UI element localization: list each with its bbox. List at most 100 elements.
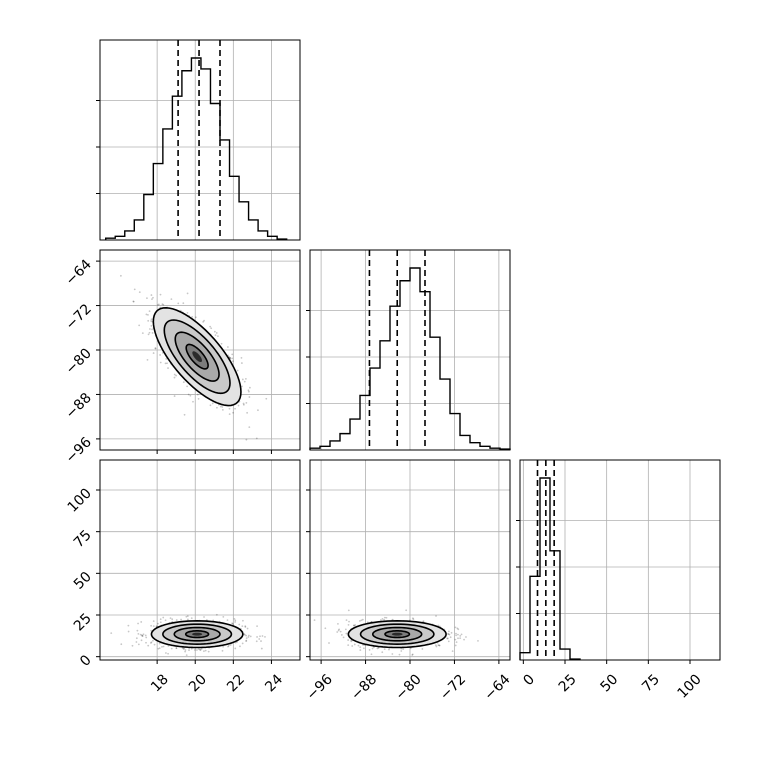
contour-line [162, 623, 233, 645]
scatter-point [150, 294, 153, 296]
scatter-point [173, 395, 176, 397]
scatter-point [313, 619, 316, 622]
scatter-point [337, 622, 339, 625]
contour-line [174, 331, 220, 382]
scatter-point [255, 437, 258, 440]
scatter-point [165, 652, 167, 654]
scatter-point [376, 647, 379, 650]
contour-line [185, 343, 209, 370]
scatter-point [339, 630, 342, 633]
density-core [391, 632, 403, 636]
x-tick-label: 24 [262, 671, 286, 695]
scatter-point [435, 615, 437, 617]
scatter-point [446, 637, 449, 640]
scatter-point [226, 619, 229, 622]
contour-line [184, 630, 210, 639]
scatter-point [238, 623, 241, 626]
density-core [192, 632, 203, 636]
density-core [192, 351, 202, 363]
scatter-point [137, 622, 139, 625]
scatter-point [135, 637, 138, 640]
scatter-point [154, 347, 157, 350]
scatter-point [152, 620, 155, 623]
scatter-panel-2-1 [306, 459, 511, 664]
scatter-point [180, 618, 182, 621]
scatter-point [213, 330, 216, 333]
scatter-point [175, 647, 178, 650]
scatter-point [447, 637, 449, 640]
scatter-point [197, 648, 200, 650]
scatter-point [405, 609, 408, 612]
scatter-point [222, 645, 225, 648]
scatter-point [465, 636, 467, 638]
scatter-point [166, 362, 168, 365]
scatter-point [145, 641, 147, 644]
scatter-point [342, 636, 345, 639]
scatter-point [190, 647, 193, 650]
scatter-point [411, 617, 414, 620]
scatter-point [240, 362, 243, 364]
scatter-point [454, 626, 457, 629]
scatter-point [456, 627, 459, 630]
scatter-point [234, 647, 237, 650]
scatter-point [242, 619, 244, 622]
scatter-point [345, 619, 348, 621]
scatter-point [141, 634, 144, 637]
scatter-point [248, 396, 251, 398]
scatter-point [455, 632, 457, 635]
scatter-point [457, 628, 460, 631]
scatter-point [221, 409, 224, 411]
scatter-point [151, 298, 153, 301]
scatter-point [227, 644, 230, 647]
scatter-point [141, 635, 144, 638]
scatter-point [127, 630, 130, 633]
scatter-point [150, 624, 153, 627]
scatter-point [136, 629, 139, 632]
scatter-point [243, 380, 246, 383]
scatter-point [383, 616, 386, 619]
scatter-point [211, 402, 214, 405]
scatter-point [231, 357, 234, 360]
scatter-point [447, 630, 450, 633]
scatter-point [228, 407, 231, 410]
scatter-point [245, 438, 248, 441]
scatter-point [150, 325, 153, 327]
scatter-point [234, 619, 237, 622]
scatter-point [222, 615, 225, 618]
scatter-point [229, 357, 232, 360]
histogram-step [105, 57, 288, 240]
scatter-point [189, 394, 192, 397]
scatter-point [120, 643, 123, 646]
scatter-point [477, 639, 479, 642]
scatter-point [370, 653, 373, 656]
scatter-point [173, 376, 176, 379]
scatter-point [186, 312, 189, 314]
y-tick-label: 100 [65, 486, 95, 516]
scatter-point [152, 625, 155, 628]
scatter-point [377, 647, 380, 649]
scatter-point [181, 647, 184, 650]
panel-frame [99, 39, 301, 241]
scatter-point [361, 618, 364, 621]
scatter-point [152, 296, 154, 299]
y-tick-label: −64 [63, 257, 95, 289]
scatter-point [119, 274, 122, 277]
scatter-point [245, 401, 248, 404]
scatter-point [177, 302, 180, 305]
scatter-point [336, 631, 339, 633]
scatter-point [459, 634, 462, 637]
scatter-point [228, 413, 231, 415]
histogram-panel-0 [96, 39, 301, 241]
scatter-point [207, 650, 210, 653]
x-tick-label: 18 [148, 671, 172, 695]
scatter-point [383, 648, 386, 651]
scatter-point [144, 634, 147, 637]
y-tick-label: −72 [63, 301, 95, 333]
scatter-point [150, 318, 153, 321]
scatter-point [347, 639, 350, 641]
scatter-point [182, 381, 185, 384]
scatter-point [173, 373, 176, 376]
scatter-point [357, 644, 360, 647]
scatter-point [132, 300, 135, 303]
